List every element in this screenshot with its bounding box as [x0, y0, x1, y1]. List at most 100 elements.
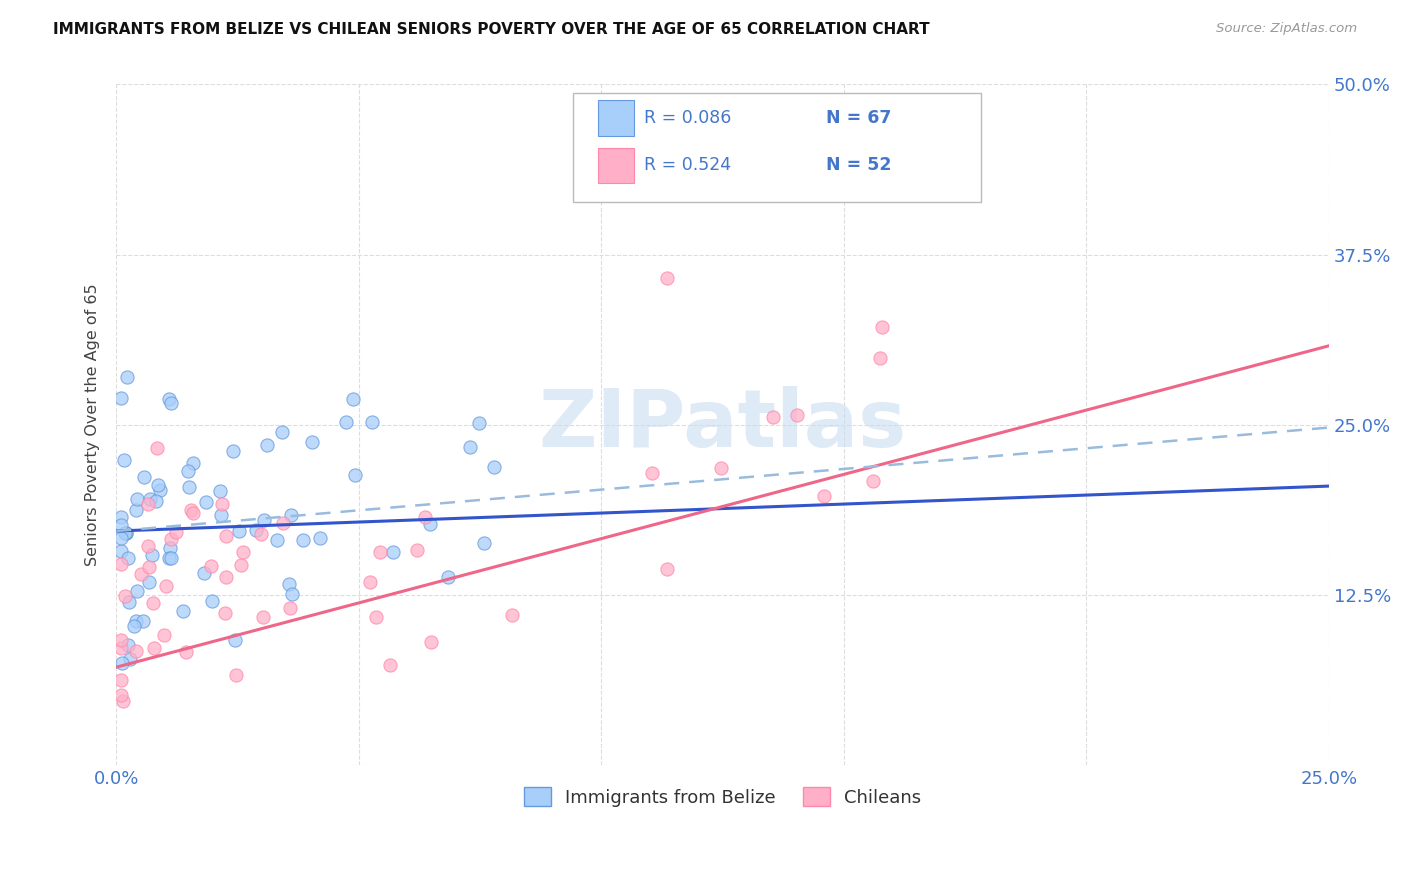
- Point: [200, 559, 222, 574]
- Point: [211, 497, 233, 511]
- Point: [125, 644, 148, 658]
- Point: [813, 490, 835, 504]
- Point: [115, 369, 138, 384]
- Point: [159, 550, 181, 565]
- Point: [215, 570, 238, 584]
- Point: [110, 688, 132, 702]
- Point: [142, 596, 165, 610]
- Point: [155, 579, 177, 593]
- Point: [110, 510, 132, 524]
- Point: [111, 656, 134, 670]
- Text: Source: ZipAtlas.com: Source: ZipAtlas.com: [1216, 22, 1357, 36]
- Point: [201, 594, 224, 608]
- Y-axis label: Seniors Poverty Over the Age of 65: Seniors Poverty Over the Age of 65: [86, 284, 100, 566]
- Point: [419, 517, 441, 532]
- Point: [120, 651, 142, 665]
- Text: N = 67: N = 67: [825, 109, 891, 127]
- Point: [181, 456, 204, 470]
- Point: [862, 475, 884, 489]
- Point: [467, 416, 489, 430]
- Point: [125, 503, 148, 517]
- Point: [309, 531, 332, 545]
- Point: [193, 566, 215, 581]
- Text: N = 52: N = 52: [825, 156, 891, 174]
- Point: [266, 533, 288, 548]
- Point: [232, 545, 254, 559]
- Point: [301, 434, 323, 449]
- FancyBboxPatch shape: [598, 100, 634, 136]
- Point: [501, 608, 523, 623]
- Point: [249, 527, 271, 541]
- Point: [343, 467, 366, 482]
- Point: [145, 493, 167, 508]
- Point: [209, 508, 232, 522]
- Point: [225, 668, 247, 682]
- Point: [146, 442, 169, 456]
- Point: [472, 535, 495, 549]
- Point: [114, 589, 136, 603]
- Point: [118, 594, 141, 608]
- Point: [209, 484, 232, 499]
- Point: [381, 545, 404, 559]
- Point: [224, 633, 246, 648]
- Point: [214, 606, 236, 620]
- Point: [132, 614, 155, 628]
- Text: IMMIGRANTS FROM BELIZE VS CHILEAN SENIORS POVERTY OVER THE AGE OF 65 CORRELATION: IMMIGRANTS FROM BELIZE VS CHILEAN SENIOR…: [53, 22, 929, 37]
- Point: [153, 628, 176, 642]
- Point: [342, 392, 364, 406]
- Point: [413, 510, 436, 524]
- Point: [278, 600, 301, 615]
- Point: [138, 575, 160, 590]
- FancyBboxPatch shape: [574, 93, 981, 202]
- Point: [420, 634, 443, 648]
- Point: [127, 583, 149, 598]
- Point: [406, 543, 429, 558]
- Point: [640, 467, 662, 481]
- Point: [271, 516, 294, 530]
- Point: [368, 545, 391, 559]
- Point: [117, 550, 139, 565]
- Point: [129, 566, 152, 581]
- Point: [245, 523, 267, 537]
- Point: [176, 645, 198, 659]
- Point: [127, 492, 149, 507]
- Point: [110, 633, 132, 648]
- Point: [122, 619, 145, 633]
- Point: [141, 548, 163, 562]
- Point: [139, 492, 162, 507]
- Point: [280, 508, 302, 522]
- Text: R = 0.524: R = 0.524: [644, 156, 731, 174]
- Point: [786, 408, 808, 422]
- Point: [436, 570, 458, 584]
- Point: [179, 480, 201, 494]
- Point: [870, 319, 893, 334]
- Point: [229, 558, 252, 573]
- Point: [710, 461, 733, 475]
- Point: [281, 587, 304, 601]
- Point: [157, 550, 180, 565]
- Point: [110, 391, 132, 405]
- Point: [138, 559, 160, 574]
- Point: [360, 415, 382, 429]
- Point: [112, 453, 135, 467]
- Point: [125, 614, 148, 628]
- Point: [114, 525, 136, 540]
- Point: [359, 575, 381, 590]
- Point: [110, 640, 132, 655]
- Point: [136, 539, 159, 553]
- Text: R = 0.086: R = 0.086: [644, 109, 731, 127]
- Text: ZIPatlas: ZIPatlas: [538, 386, 907, 464]
- Point: [148, 478, 170, 492]
- Point: [270, 425, 292, 440]
- Point: [136, 497, 159, 511]
- Point: [159, 541, 181, 555]
- Point: [775, 159, 797, 173]
- Point: [180, 502, 202, 516]
- Point: [291, 533, 314, 547]
- Point: [253, 513, 276, 527]
- Point: [112, 694, 135, 708]
- Point: [256, 438, 278, 452]
- Point: [165, 525, 187, 540]
- Point: [160, 532, 183, 546]
- Point: [110, 517, 132, 532]
